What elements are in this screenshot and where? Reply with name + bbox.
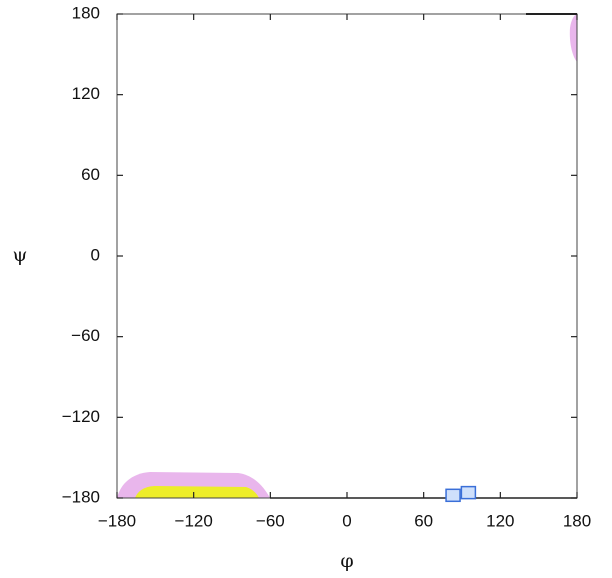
y-tick-label: 180: [72, 3, 100, 22]
y-tick-label: −60: [71, 326, 100, 345]
x-tick-label: −120: [175, 511, 213, 530]
x-tick-label: 180: [563, 511, 591, 530]
x-axis-label: φ: [340, 550, 353, 572]
x-tick-label: 120: [486, 511, 514, 530]
favored-region: [135, 486, 259, 498]
x-tick-label: −180: [98, 511, 136, 530]
y-tick-label: −180: [62, 487, 100, 506]
point: [460, 485, 477, 500]
point: [445, 488, 461, 503]
y-axis-label: ψ: [13, 244, 28, 266]
y-tick-label: 60: [81, 165, 100, 184]
x-tick-label: 0: [342, 511, 351, 530]
y-tick-label: −120: [62, 407, 100, 426]
y-tick-label: 120: [72, 84, 100, 103]
y-tick-label: 0: [91, 245, 100, 264]
allowed-region: [569, 14, 577, 62]
x-tick-label: −60: [256, 511, 285, 530]
plot-frame: [116, 13, 578, 499]
x-tick-label: 60: [414, 511, 433, 530]
